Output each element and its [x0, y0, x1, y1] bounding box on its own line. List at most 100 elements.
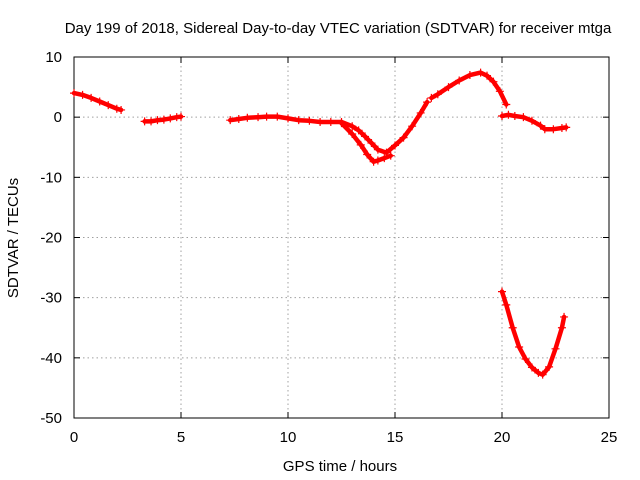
data-point [262, 112, 271, 121]
y-tick-label: 0 [54, 109, 62, 126]
data-point [408, 122, 417, 131]
data-point [519, 113, 528, 122]
y-tick-label: -20 [40, 230, 62, 247]
data-point [483, 71, 492, 80]
data-point [536, 121, 545, 130]
data-point [391, 141, 399, 150]
data-point [560, 312, 569, 321]
series-segment-3 [226, 98, 432, 157]
x-tick-label: 15 [387, 429, 404, 446]
data-point [540, 125, 549, 134]
y-tick-label: -50 [40, 410, 62, 427]
data-point [104, 101, 113, 110]
data-point [363, 150, 372, 159]
data-point [521, 355, 530, 364]
data-point [527, 116, 536, 125]
data-point [508, 323, 517, 332]
data-point [510, 111, 519, 120]
data-point [538, 370, 547, 379]
data-point [476, 68, 485, 77]
data-point [337, 119, 346, 128]
series-line [429, 70, 509, 107]
series-segment-6 [498, 287, 569, 379]
data-point [557, 323, 566, 332]
data-point [504, 110, 513, 119]
data-point [455, 76, 464, 85]
data-point [551, 344, 560, 353]
series-segment-1 [70, 89, 126, 114]
series-line [499, 289, 567, 377]
data-point [326, 117, 335, 126]
x-tick-label: 0 [70, 429, 78, 446]
data-point [498, 111, 506, 120]
data-point [284, 114, 292, 123]
y-tick-label: -40 [40, 350, 62, 367]
data-point [348, 122, 357, 131]
data-point [70, 89, 78, 98]
data-series [70, 68, 571, 379]
series-segment-3-spread [337, 119, 395, 166]
data-point [373, 145, 382, 154]
data-point [498, 287, 506, 296]
data-point [78, 90, 87, 99]
data-point [549, 125, 558, 134]
data-point [534, 368, 543, 377]
data-point [172, 113, 181, 122]
data-point [433, 90, 442, 99]
y-tick-label: -10 [40, 169, 62, 186]
data-point [177, 112, 185, 121]
data-point [444, 83, 453, 92]
y-axis-label: SDTVAR / TECUs [5, 178, 22, 298]
data-point [489, 77, 498, 86]
x-tick-label: 5 [177, 429, 185, 446]
data-point [166, 114, 175, 123]
data-point [369, 157, 378, 166]
data-point [226, 116, 235, 125]
y-tick-label: -30 [40, 290, 62, 307]
data-point [147, 117, 156, 126]
data-point [527, 363, 536, 372]
y-tick-label: 10 [45, 49, 62, 66]
data-point [305, 116, 314, 125]
data-point [95, 97, 104, 106]
data-point [386, 151, 395, 160]
data-point [562, 123, 571, 132]
data-point [502, 300, 511, 309]
data-point [254, 113, 263, 122]
data-point [234, 114, 243, 123]
data-point [545, 362, 554, 371]
data-point [502, 100, 511, 109]
x-tick-label: 20 [494, 429, 511, 446]
data-point [354, 126, 363, 135]
series-segment-4 [427, 68, 511, 109]
data-point [273, 112, 282, 121]
x-axis-label: GPS time / hours [283, 458, 397, 475]
data-point [373, 156, 382, 165]
data-point [380, 154, 389, 163]
series-segment-5 [498, 110, 571, 134]
data-point [243, 113, 252, 122]
data-point [557, 123, 566, 132]
data-point [112, 104, 121, 113]
axis-ticks: 0 5 10 15 20 25 10 0 -10 -20 -30 -40 -50 [40, 49, 617, 446]
x-tick-label: 25 [601, 429, 618, 446]
series-line [339, 120, 393, 164]
data-point [416, 108, 425, 117]
data-point [117, 105, 126, 114]
data-point [495, 87, 504, 96]
data-point [356, 140, 365, 149]
data-point [159, 115, 168, 124]
data-point [294, 116, 303, 125]
series-segment-2 [140, 112, 185, 126]
data-point [423, 98, 432, 107]
data-point [367, 139, 376, 148]
data-point [348, 130, 357, 139]
data-point [427, 93, 436, 102]
data-point [153, 116, 162, 125]
data-point [87, 93, 96, 102]
data-point [361, 132, 370, 141]
data-point [515, 343, 524, 352]
chart-title: Day 199 of 2018, Sidereal Day-to-day VTE… [65, 20, 612, 37]
data-point [316, 117, 325, 126]
